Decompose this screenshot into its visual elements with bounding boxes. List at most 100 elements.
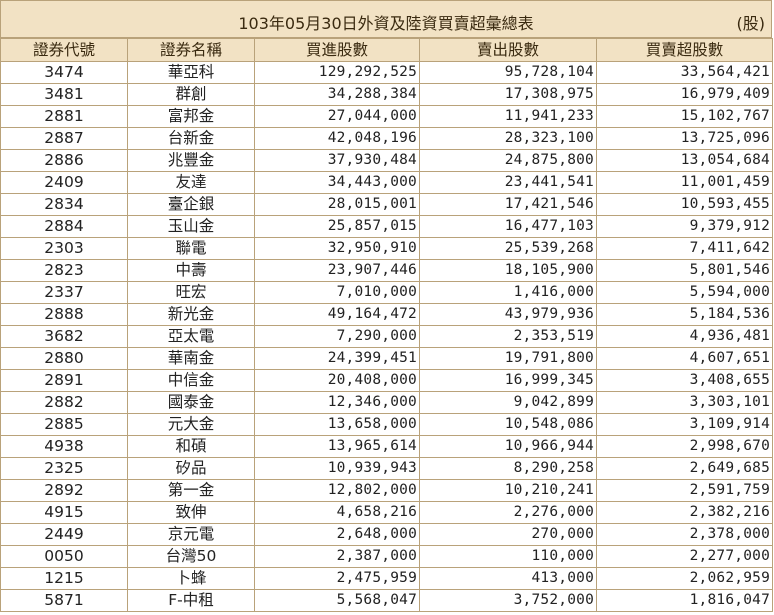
cell-buy-shares: 7,290,000 bbox=[254, 325, 420, 348]
cell-net-shares: 11,001,459 bbox=[596, 171, 773, 194]
cell-buy-shares: 27,044,000 bbox=[254, 105, 420, 128]
cell-net-shares: 33,564,421 bbox=[596, 61, 773, 84]
cell-sell-shares: 11,941,233 bbox=[419, 105, 597, 128]
cell-buy-shares: 23,907,446 bbox=[254, 259, 420, 282]
cell-buy-shares: 12,802,000 bbox=[254, 479, 420, 502]
cell-security-code: 3481 bbox=[0, 83, 128, 106]
cell-buy-shares: 34,288,384 bbox=[254, 83, 420, 106]
cell-sell-shares: 413,000 bbox=[419, 567, 597, 590]
cell-security-code: 2885 bbox=[0, 413, 128, 436]
cell-security-name: 矽品 bbox=[127, 457, 255, 480]
table-row: 5871 F-中租 5,568,047 3,752,000 1,816,047 bbox=[0, 589, 773, 612]
cell-security-code: 3682 bbox=[0, 325, 128, 348]
cell-buy-shares: 12,346,000 bbox=[254, 391, 420, 414]
report-header: 103年05月30日外資及陸資買賣超彙總表 (股) bbox=[0, 0, 772, 38]
cell-security-code: 2409 bbox=[0, 171, 128, 194]
table-row: 3481 群創 34,288,384 17,308,975 16,979,409 bbox=[0, 83, 773, 106]
cell-sell-shares: 8,290,258 bbox=[419, 457, 597, 480]
unit-label: (股) bbox=[736, 14, 766, 33]
cell-security-code: 2834 bbox=[0, 193, 128, 216]
table-row: 1215 卜蜂 2,475,959 413,000 2,062,959 bbox=[0, 567, 773, 590]
cell-security-name: 富邦金 bbox=[127, 105, 255, 128]
table-row: 2449 京元電 2,648,000 270,000 2,378,000 bbox=[0, 523, 773, 546]
cell-sell-shares: 10,966,944 bbox=[419, 435, 597, 458]
cell-security-name: 友達 bbox=[127, 171, 255, 194]
header-security-name: 證券名稱 bbox=[127, 38, 255, 62]
cell-security-name: 聯電 bbox=[127, 237, 255, 260]
table-row: 3474 華亞科 129,292,525 95,728,104 33,564,421 bbox=[0, 61, 773, 84]
cell-buy-shares: 37,930,484 bbox=[254, 149, 420, 172]
table-row: 2303 聯電 32,950,910 25,539,268 7,411,642 bbox=[0, 237, 773, 260]
cell-security-name: 台新金 bbox=[127, 127, 255, 150]
cell-sell-shares: 2,353,519 bbox=[419, 325, 597, 348]
cell-security-code: 4915 bbox=[0, 501, 128, 524]
cell-net-shares: 4,607,651 bbox=[596, 347, 773, 370]
cell-buy-shares: 34,443,000 bbox=[254, 171, 420, 194]
cell-security-code: 2887 bbox=[0, 127, 128, 150]
cell-sell-shares: 43,979,936 bbox=[419, 303, 597, 326]
table-row: 2886 兆豐金 37,930,484 24,875,800 13,054,684 bbox=[0, 149, 773, 172]
cell-net-shares: 4,936,481 bbox=[596, 325, 773, 348]
table-row: 2834 臺企銀 28,015,001 17,421,546 10,593,455 bbox=[0, 193, 773, 216]
cell-sell-shares: 270,000 bbox=[419, 523, 597, 546]
cell-security-code: 2880 bbox=[0, 347, 128, 370]
cell-security-code: 4938 bbox=[0, 435, 128, 458]
cell-buy-shares: 28,015,001 bbox=[254, 193, 420, 216]
cell-sell-shares: 10,548,086 bbox=[419, 413, 597, 436]
cell-sell-shares: 24,875,800 bbox=[419, 149, 597, 172]
table-row: 3682 亞太電 7,290,000 2,353,519 4,936,481 bbox=[0, 325, 773, 348]
cell-security-name: 第一金 bbox=[127, 479, 255, 502]
cell-security-code: 2337 bbox=[0, 281, 128, 304]
cell-net-shares: 5,184,536 bbox=[596, 303, 773, 326]
cell-sell-shares: 16,999,345 bbox=[419, 369, 597, 392]
cell-sell-shares: 110,000 bbox=[419, 545, 597, 568]
table-row: 2884 玉山金 25,857,015 16,477,103 9,379,912 bbox=[0, 215, 773, 238]
table-row: 4938 和碩 13,965,614 10,966,944 2,998,670 bbox=[0, 435, 773, 458]
cell-security-code: 2891 bbox=[0, 369, 128, 392]
cell-net-shares: 2,998,670 bbox=[596, 435, 773, 458]
cell-security-name: 中壽 bbox=[127, 259, 255, 282]
cell-sell-shares: 16,477,103 bbox=[419, 215, 597, 238]
cell-security-code: 0050 bbox=[0, 545, 128, 568]
cell-net-shares: 2,277,000 bbox=[596, 545, 773, 568]
cell-security-code: 2449 bbox=[0, 523, 128, 546]
cell-security-code: 2888 bbox=[0, 303, 128, 326]
table-body: 3474 華亞科 129,292,525 95,728,104 33,564,421 34… bbox=[0, 61, 773, 612]
header-buy-shares: 買進股數 bbox=[254, 38, 420, 62]
table-row: 2325 矽品 10,939,943 8,290,258 2,649,685 bbox=[0, 457, 773, 480]
cell-security-name: 和碩 bbox=[127, 435, 255, 458]
cell-net-shares: 2,062,959 bbox=[596, 567, 773, 590]
cell-buy-shares: 13,658,000 bbox=[254, 413, 420, 436]
cell-net-shares: 16,979,409 bbox=[596, 83, 773, 106]
table-row: 2823 中壽 23,907,446 18,105,900 5,801,546 bbox=[0, 259, 773, 282]
cell-security-name: F-中租 bbox=[127, 589, 255, 612]
cell-net-shares: 5,594,000 bbox=[596, 281, 773, 304]
cell-security-code: 2881 bbox=[0, 105, 128, 128]
cell-buy-shares: 42,048,196 bbox=[254, 127, 420, 150]
table-row: 2880 華南金 24,399,451 19,791,800 4,607,651 bbox=[0, 347, 773, 370]
cell-net-shares: 1,816,047 bbox=[596, 589, 773, 612]
cell-buy-shares: 24,399,451 bbox=[254, 347, 420, 370]
cell-security-name: 兆豐金 bbox=[127, 149, 255, 172]
cell-security-code: 3474 bbox=[0, 61, 128, 84]
table-row: 2892 第一金 12,802,000 10,210,241 2,591,759 bbox=[0, 479, 773, 502]
cell-sell-shares: 10,210,241 bbox=[419, 479, 597, 502]
cell-security-name: 卜蜂 bbox=[127, 567, 255, 590]
cell-net-shares: 10,593,455 bbox=[596, 193, 773, 216]
cell-security-name: 群創 bbox=[127, 83, 255, 106]
table-row: 2409 友達 34,443,000 23,441,541 11,001,459 bbox=[0, 171, 773, 194]
header-security-code: 證券代號 bbox=[0, 38, 128, 62]
header-sell-shares: 賣出股數 bbox=[419, 38, 597, 62]
table-row: 4915 致伸 4,658,216 2,276,000 2,382,216 bbox=[0, 501, 773, 524]
cell-sell-shares: 18,105,900 bbox=[419, 259, 597, 282]
cell-buy-shares: 5,568,047 bbox=[254, 589, 420, 612]
cell-net-shares: 7,411,642 bbox=[596, 237, 773, 260]
cell-security-name: 華南金 bbox=[127, 347, 255, 370]
cell-security-name: 亞太電 bbox=[127, 325, 255, 348]
cell-net-shares: 5,801,546 bbox=[596, 259, 773, 282]
cell-sell-shares: 23,441,541 bbox=[419, 171, 597, 194]
cell-sell-shares: 3,752,000 bbox=[419, 589, 597, 612]
table-row: 2881 富邦金 27,044,000 11,941,233 15,102,767 bbox=[0, 105, 773, 128]
cell-buy-shares: 49,164,472 bbox=[254, 303, 420, 326]
cell-buy-shares: 25,857,015 bbox=[254, 215, 420, 238]
